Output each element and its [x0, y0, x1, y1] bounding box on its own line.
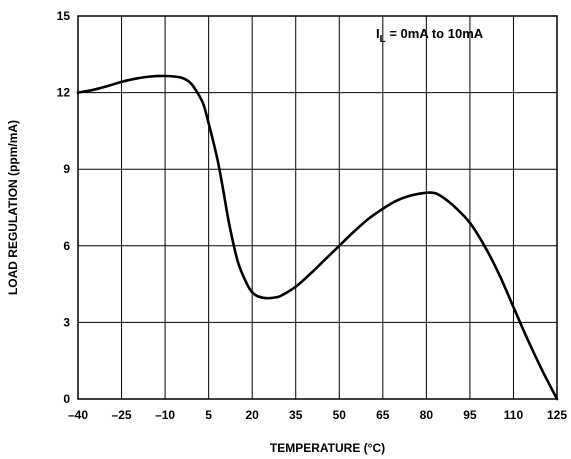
grid-lines [78, 16, 557, 399]
x-tick-label: 50 [333, 408, 347, 422]
y-tick-label: 6 [63, 239, 70, 253]
y-tick-label: 9 [63, 162, 70, 176]
x-tick-label: 35 [289, 408, 303, 422]
y-axis-label: LOAD REGULATION (ppm/mA) [6, 120, 20, 295]
x-tick-label: 5 [205, 408, 212, 422]
x-tick-label: 80 [420, 408, 434, 422]
y-tick-label: 12 [57, 86, 71, 100]
y-tick-label: 0 [63, 392, 70, 406]
x-tick-label: 95 [463, 408, 477, 422]
series-line [76, 74, 559, 401]
x-tick-label: 65 [376, 408, 390, 422]
annotation-subscript: L [380, 34, 386, 45]
x-tick-label: 110 [504, 408, 524, 422]
plot-frame [77, 15, 558, 400]
annotation-load-current: IL = 0mA to 10mA [376, 26, 484, 45]
plot-area [78, 16, 557, 399]
x-tick-label: –10 [155, 408, 175, 422]
x-tick-labels: –40 –25 –10 5 20 35 50 65 80 95 110 125 [68, 408, 567, 422]
y-tick-label: 3 [63, 315, 70, 329]
x-tick-label: –25 [112, 408, 132, 422]
annotation-rest: = 0mA to 10mA [386, 26, 484, 41]
y-tick-labels: 0 3 6 9 12 15 [57, 9, 71, 406]
x-axis-label: TEMPERATURE (°C) [270, 441, 385, 455]
x-tick-label: 125 [547, 408, 567, 422]
x-tick-label: –40 [68, 408, 88, 422]
y-tick-label: 15 [57, 9, 71, 23]
annotation-main: I [376, 26, 380, 41]
x-tick-label: 20 [246, 408, 260, 422]
